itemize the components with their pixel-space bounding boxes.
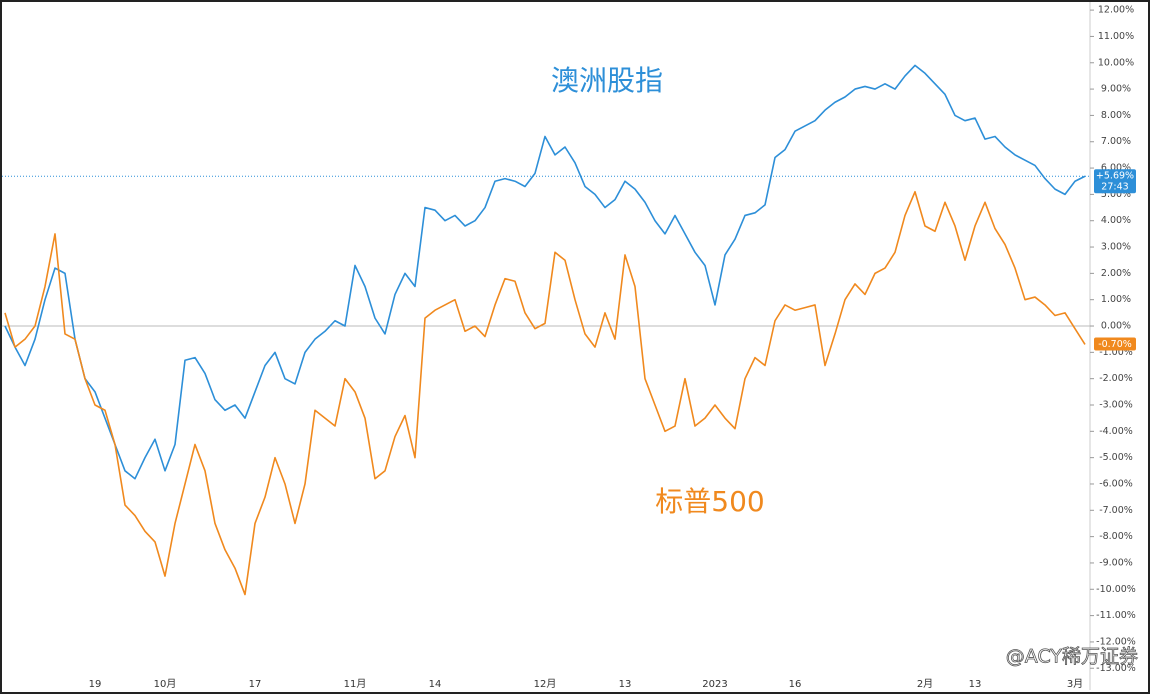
- series-line: [4, 64, 1086, 480]
- last-value-box: [1094, 337, 1136, 351]
- x-tick-label: 2月: [917, 678, 933, 690]
- x-tick-label: 16: [789, 679, 802, 690]
- y-tick-label: 5.00%: [1101, 189, 1131, 200]
- y-tick-label: -3.00%: [1099, 399, 1133, 410]
- y-tick-label: -11.00%: [1096, 610, 1136, 621]
- y-tick-label: 0.00%: [1101, 321, 1131, 332]
- y-tick-label: 9.00%: [1101, 84, 1131, 95]
- y-tick-label: -10.00%: [1096, 584, 1136, 595]
- y-tick-label: 10.00%: [1098, 57, 1134, 68]
- x-tick-label: 10月: [154, 678, 177, 690]
- y-tick-label: 11.00%: [1098, 31, 1134, 42]
- y-tick-label: -4.00%: [1099, 426, 1133, 437]
- series-annotation: 澳洲股指: [551, 64, 663, 97]
- series-line: [4, 190, 1086, 596]
- y-tick-label: -7.00%: [1099, 505, 1133, 516]
- last-value-label: -0.70%: [1098, 339, 1132, 350]
- x-tick-label: 13: [969, 679, 982, 690]
- y-tick-label: 2.00%: [1101, 268, 1131, 279]
- y-tick-label: -8.00%: [1099, 531, 1133, 542]
- y-tick-label: 8.00%: [1101, 110, 1131, 121]
- y-tick-label: -1.00%: [1099, 347, 1133, 358]
- x-tick-label: 12月: [534, 678, 557, 690]
- y-tick-label: 6.00%: [1101, 163, 1131, 174]
- x-tick-label: 13: [619, 679, 632, 690]
- countdown-label: 27:43: [1101, 182, 1128, 193]
- x-tick-label: 19: [89, 679, 102, 690]
- y-tick-label: 3.00%: [1101, 242, 1131, 253]
- y-tick-label: -12.00%: [1096, 636, 1136, 647]
- x-tick-label: 11月: [344, 678, 367, 690]
- x-tick-label: 3月: [1067, 678, 1083, 690]
- x-tick-label: 14: [429, 679, 442, 690]
- y-tick-label: -9.00%: [1099, 557, 1133, 568]
- last-value-box: [1094, 169, 1136, 194]
- y-tick-label: -2.00%: [1099, 373, 1133, 384]
- y-tick-label: -5.00%: [1099, 452, 1133, 463]
- y-tick-label: 4.00%: [1101, 215, 1131, 226]
- watermark: @ACY稀万证券: [1006, 646, 1138, 668]
- series-annotation: 标普500: [655, 485, 764, 518]
- x-tick-label: 2023: [702, 679, 727, 690]
- y-tick-label: 12.00%: [1098, 5, 1134, 16]
- y-tick-label: -6.00%: [1099, 478, 1133, 489]
- y-tick-label: 1.00%: [1101, 294, 1131, 305]
- last-value-label: +5.69%: [1096, 171, 1134, 182]
- x-tick-label: 17: [249, 679, 262, 690]
- y-tick-label: -13.00%: [1096, 663, 1136, 674]
- y-tick-label: 7.00%: [1101, 136, 1131, 147]
